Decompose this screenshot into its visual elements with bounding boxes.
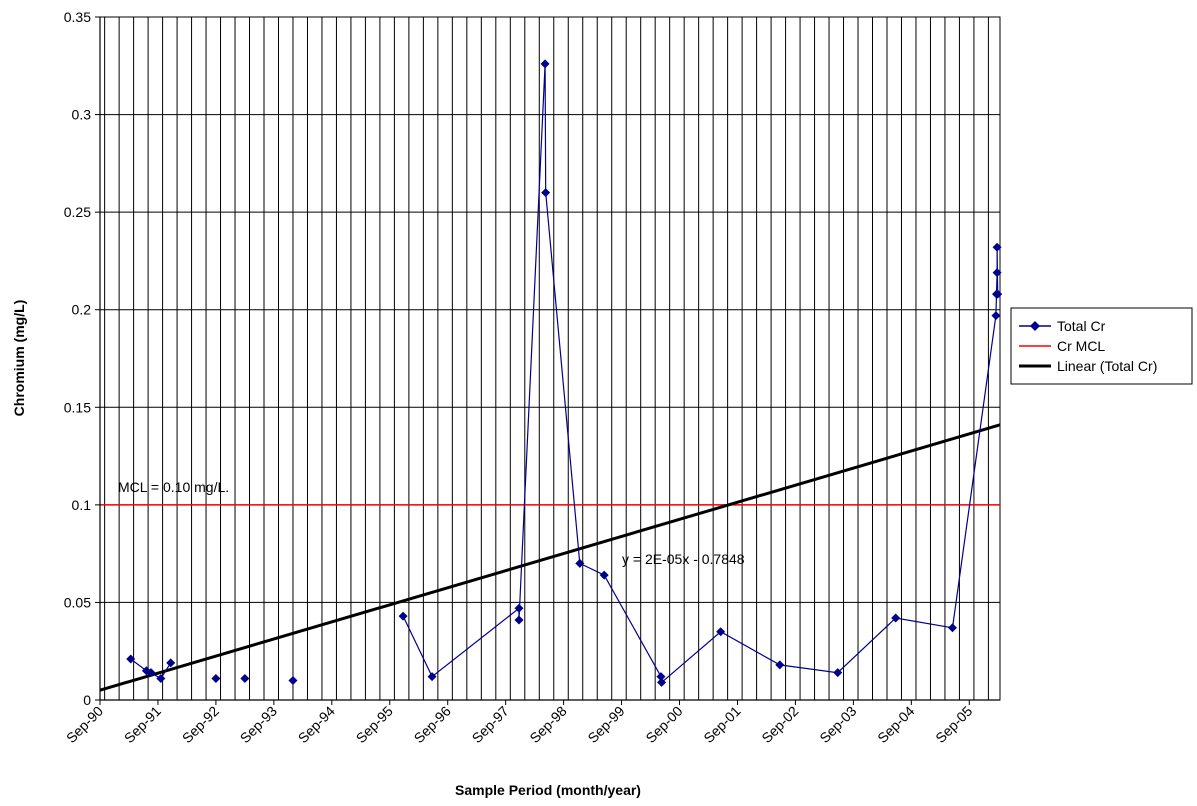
x-tick-label: Sep-90 — [63, 703, 106, 746]
total-cr-point — [716, 627, 726, 637]
total-cr-point — [166, 658, 176, 668]
x-tick-label: Sep-93 — [237, 703, 280, 746]
total-cr-point — [992, 268, 1002, 278]
x-tick-label: Sep-98 — [526, 703, 569, 746]
total-cr-point — [540, 59, 550, 69]
legend: Total Cr Cr MCL Linear (Total Cr) — [1010, 307, 1193, 385]
x-tick-label: Sep-95 — [353, 703, 396, 746]
total-cr-point — [427, 672, 437, 682]
legend-label-cr-mcl: Cr MCL — [1057, 338, 1105, 354]
y-tick-label: 0.15 — [64, 399, 91, 415]
y-tick-label: 0.2 — [72, 302, 92, 318]
y-tick-label: 0.1 — [72, 497, 92, 513]
y-tick-label: 0.05 — [64, 594, 91, 610]
x-tick-label: Sep-03 — [816, 703, 859, 746]
total-cr-point — [240, 674, 250, 684]
x-tick-label: Sep-91 — [121, 703, 164, 746]
y-tick-label: 0.25 — [64, 204, 91, 220]
x-axis-title: Sample Period (month/year) — [455, 782, 641, 798]
total-cr-point — [146, 668, 156, 678]
total-cr-point — [833, 668, 843, 678]
total-cr-point — [947, 623, 957, 633]
x-tick-label: Sep-94 — [295, 703, 338, 746]
total-cr-point — [599, 570, 609, 580]
y-tick-label: 0 — [83, 692, 91, 708]
legend-diamond-marker — [1030, 321, 1040, 331]
x-tick-label: Sep-01 — [700, 703, 743, 746]
total-cr-point — [541, 188, 551, 198]
total-cr-point — [575, 558, 585, 568]
total-cr-point — [514, 603, 524, 613]
total-cr-point — [775, 660, 785, 670]
x-tick-label: Sep-97 — [469, 703, 512, 746]
trendline — [99, 423, 1001, 692]
x-tick-label: Sep-96 — [411, 703, 454, 746]
total-cr-point — [398, 611, 408, 621]
y-axis-title: Chromium (mg/L) — [11, 300, 27, 417]
total-cr-point — [992, 242, 1002, 252]
legend-label-total-cr: Total Cr — [1057, 318, 1106, 334]
legend-label-linear: Linear (Total Cr) — [1057, 358, 1157, 374]
x-tick-label: Sep-92 — [179, 703, 222, 746]
total-cr-point — [126, 654, 136, 664]
y-tick-label: 0.35 — [64, 9, 91, 25]
legend-item-linear: Linear (Total Cr) — [1019, 358, 1157, 374]
total-cr-point — [211, 674, 221, 684]
legend-item-cr-mcl: Cr MCL — [1019, 338, 1105, 354]
total-cr-point — [288, 675, 298, 685]
x-tick-label: Sep-05 — [932, 703, 975, 746]
x-tick-label: Sep-00 — [642, 703, 685, 746]
total-cr-point — [657, 677, 667, 687]
x-tick-label: Sep-04 — [874, 703, 917, 746]
y-tick-label: 0.3 — [72, 107, 92, 123]
total-cr-point — [891, 613, 901, 623]
x-tick-label: Sep-99 — [584, 703, 627, 746]
mcl-annotation: MCL = 0.10 mg/L. — [118, 479, 229, 495]
trendline-equation: y = 2E-05x - 0.7848 — [622, 551, 745, 567]
total-cr-point — [656, 672, 666, 682]
legend-item-total-cr: Total Cr — [1019, 318, 1106, 334]
total-cr-point — [993, 289, 1003, 299]
x-tick-label: Sep-02 — [758, 703, 801, 746]
total-cr-point — [991, 311, 1001, 321]
total-cr-point — [156, 674, 166, 684]
total-cr-point — [514, 615, 524, 625]
